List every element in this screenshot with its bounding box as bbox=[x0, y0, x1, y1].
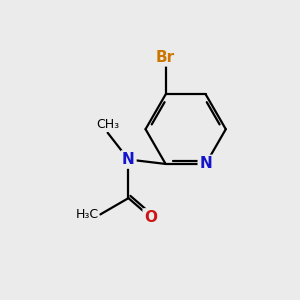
Text: Br: Br bbox=[156, 50, 175, 65]
Text: N: N bbox=[122, 152, 135, 167]
Text: O: O bbox=[144, 210, 157, 225]
Text: N: N bbox=[200, 156, 212, 171]
Text: H₃C: H₃C bbox=[76, 208, 99, 221]
Text: CH₃: CH₃ bbox=[96, 118, 119, 131]
